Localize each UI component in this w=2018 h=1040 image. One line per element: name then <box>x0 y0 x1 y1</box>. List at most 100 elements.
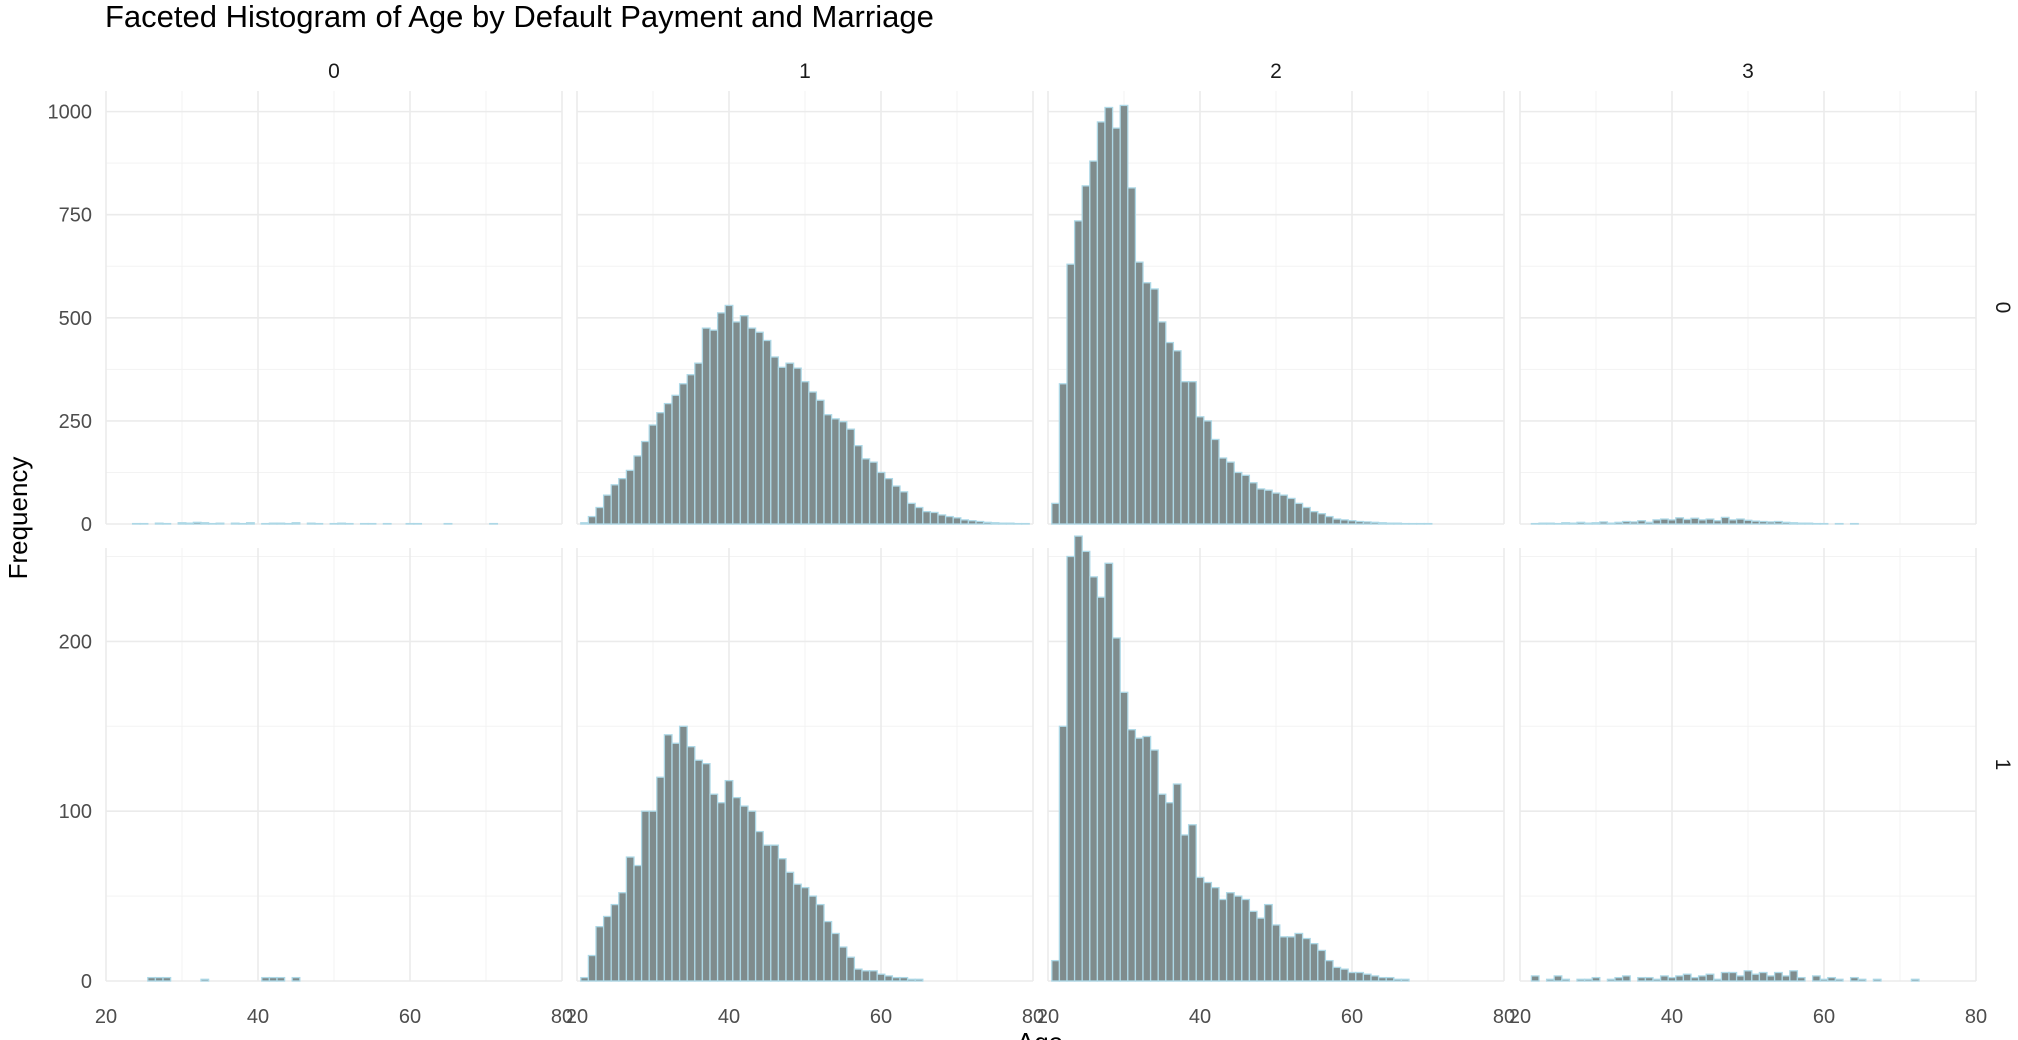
histogram-bar <box>1187 824 1197 982</box>
x-tick-label: 40 <box>1189 1006 1211 1028</box>
histogram-bar <box>868 461 878 525</box>
histogram-bar <box>1294 932 1304 982</box>
histogram-bar <box>1309 510 1319 525</box>
histogram-bar <box>1180 381 1190 525</box>
histogram-bar <box>823 920 833 982</box>
histogram-bar <box>1606 978 1616 982</box>
histogram-bar <box>922 510 932 525</box>
histogram-bar <box>1104 106 1114 525</box>
histogram-bar <box>1629 521 1639 525</box>
histogram-bar <box>177 522 187 525</box>
histogram-bar <box>1583 522 1593 525</box>
histogram-bar <box>747 327 757 525</box>
histogram-bar <box>1781 975 1791 982</box>
facet-panel <box>1047 91 1505 525</box>
histogram-bar <box>1697 975 1707 982</box>
histogram-bar <box>732 321 742 525</box>
histogram-bar <box>1561 522 1571 525</box>
column-facet-label: 1 <box>799 60 811 83</box>
x-tick-label: 80 <box>1493 1006 1515 1028</box>
histogram-bar <box>952 517 962 525</box>
histogram-bar <box>1393 978 1403 982</box>
histogram-bar <box>1561 978 1571 982</box>
x-axis-label: Age <box>1017 1027 1063 1040</box>
histogram-bar <box>785 871 795 982</box>
histogram-bar <box>648 424 658 525</box>
x-tick-label: 40 <box>718 1006 740 1028</box>
histogram-bar <box>884 975 894 982</box>
histogram-bar <box>1271 924 1281 982</box>
histogram-bar <box>276 976 286 982</box>
histogram-bar <box>185 522 195 525</box>
histogram-bar <box>1271 492 1281 525</box>
histogram-bar <box>1301 937 1311 982</box>
y-tick-label: 750 <box>59 205 92 227</box>
histogram-bar <box>868 970 878 982</box>
histogram-bar <box>1385 976 1395 982</box>
histogram-bar <box>1134 261 1144 525</box>
histogram-bar <box>906 502 916 525</box>
histogram-bar <box>1659 518 1669 525</box>
histogram-bar <box>709 793 719 982</box>
histogram-bar <box>830 932 840 982</box>
histogram-bar <box>1286 936 1296 982</box>
histogram-bar <box>230 522 240 525</box>
column-facet-label: 2 <box>1270 60 1282 83</box>
histogram-bar <box>754 830 764 982</box>
x-tick-label: 60 <box>870 1006 892 1028</box>
histogram-bar <box>147 976 157 982</box>
histogram-bar <box>1218 457 1228 525</box>
histogram-bar <box>800 381 810 525</box>
histogram-bar <box>823 414 833 525</box>
histogram-bar <box>1766 975 1776 982</box>
histogram-bar <box>602 494 612 525</box>
histogram-bar <box>694 362 704 525</box>
histogram-bar <box>1111 127 1121 525</box>
histogram-bar <box>1149 749 1159 982</box>
histogram-bar <box>1758 971 1768 982</box>
histogram-bar <box>1051 502 1061 525</box>
histogram-bar <box>215 522 225 525</box>
x-tick-label: 80 <box>1965 1006 1987 1028</box>
histogram-bar <box>1599 521 1609 525</box>
x-tick-label: 40 <box>247 1006 269 1028</box>
histogram-bar <box>1385 522 1395 525</box>
histogram-bar <box>678 725 688 982</box>
histogram-bar <box>686 374 696 525</box>
histogram-bar <box>1142 735 1152 982</box>
histogram-bar <box>1210 438 1220 525</box>
histogram-bar <box>580 522 590 525</box>
histogram-bar <box>1583 978 1593 982</box>
histogram-bar <box>1165 802 1175 982</box>
histogram-bar <box>716 802 726 982</box>
histogram-bar <box>853 968 863 982</box>
histogram-bar <box>587 954 597 982</box>
histogram-bar <box>1682 518 1692 525</box>
histogram-bar <box>1362 521 1372 525</box>
histogram-bar <box>1667 976 1677 982</box>
histogram-bar <box>1849 976 1859 982</box>
histogram-bar <box>777 366 787 525</box>
histogram-bar <box>1203 420 1213 525</box>
y-tick-label: 0 <box>81 971 92 993</box>
histogram-bar <box>1377 522 1387 525</box>
histogram-bar <box>1811 975 1821 982</box>
histogram-bar <box>732 796 742 982</box>
histogram-bar <box>967 520 977 525</box>
histogram-bar <box>602 915 612 982</box>
histogram-bar <box>656 776 666 982</box>
histogram-bar <box>1690 976 1700 982</box>
histogram-bar <box>1005 522 1015 525</box>
x-tick-label: 20 <box>1037 1006 1059 1028</box>
histogram-bar <box>625 856 635 982</box>
histogram-bar <box>891 485 901 525</box>
histogram-bar <box>1362 973 1372 982</box>
y-tick-label: 0 <box>81 514 92 536</box>
histogram-bar <box>1545 978 1555 982</box>
histogram-bar <box>291 522 301 525</box>
histogram-bar <box>1370 975 1380 982</box>
histogram-bar <box>1910 978 1920 982</box>
histogram-bar <box>1104 562 1114 982</box>
histogram-bar <box>694 759 704 982</box>
